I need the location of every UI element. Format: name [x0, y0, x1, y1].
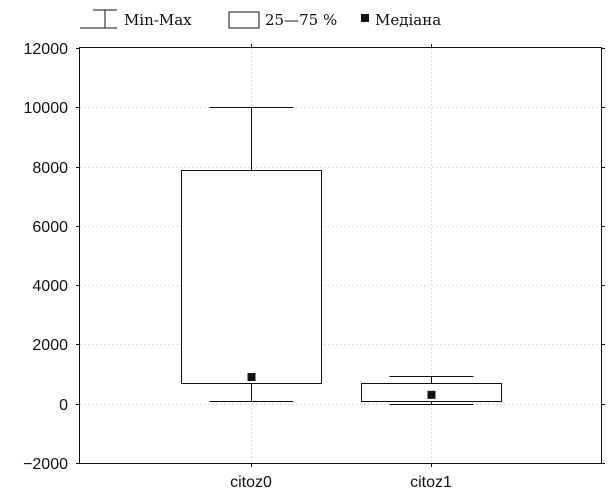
box-citoz1 — [361, 376, 502, 405]
y-tick-label: 4000 — [32, 278, 68, 295]
legend-range-symbol — [228, 11, 260, 29]
y-tick-label: 10000 — [24, 100, 69, 117]
median-marker — [247, 373, 256, 382]
legend-range-label: 25—75 % — [265, 11, 337, 29]
x-tick-label: citoz1 — [410, 474, 452, 491]
median-marker — [427, 390, 436, 399]
legend: Min-Max 25—75 % Медіана — [80, 9, 441, 29]
boxes — [181, 107, 502, 405]
y-tick-label: 2000 — [32, 337, 68, 354]
box-citoz0 — [181, 107, 322, 402]
legend-minmax-label: Min-Max — [124, 11, 192, 29]
legend-median-symbol — [361, 14, 369, 22]
plot-frame — [79, 47, 602, 464]
y-tick-label: 12000 — [24, 41, 69, 58]
legend-minmax-symbol — [80, 9, 117, 29]
y-tick-label: 0 — [59, 397, 68, 414]
x-tick-label: citoz0 — [230, 474, 272, 491]
y-axis-ticks: −2000 0 2000 4000 6000 8000 10000 12000 — [23, 41, 605, 473]
legend-median-label: Медіана — [375, 11, 441, 29]
x-axis-ticks: citoz0 citoz1 — [230, 44, 452, 491]
grid-lines — [80, 48, 601, 463]
y-tick-label: 6000 — [32, 219, 68, 236]
y-tick-label: −2000 — [23, 456, 68, 473]
y-tick-label: 8000 — [32, 160, 68, 177]
box-q1-q3 — [181, 170, 322, 384]
